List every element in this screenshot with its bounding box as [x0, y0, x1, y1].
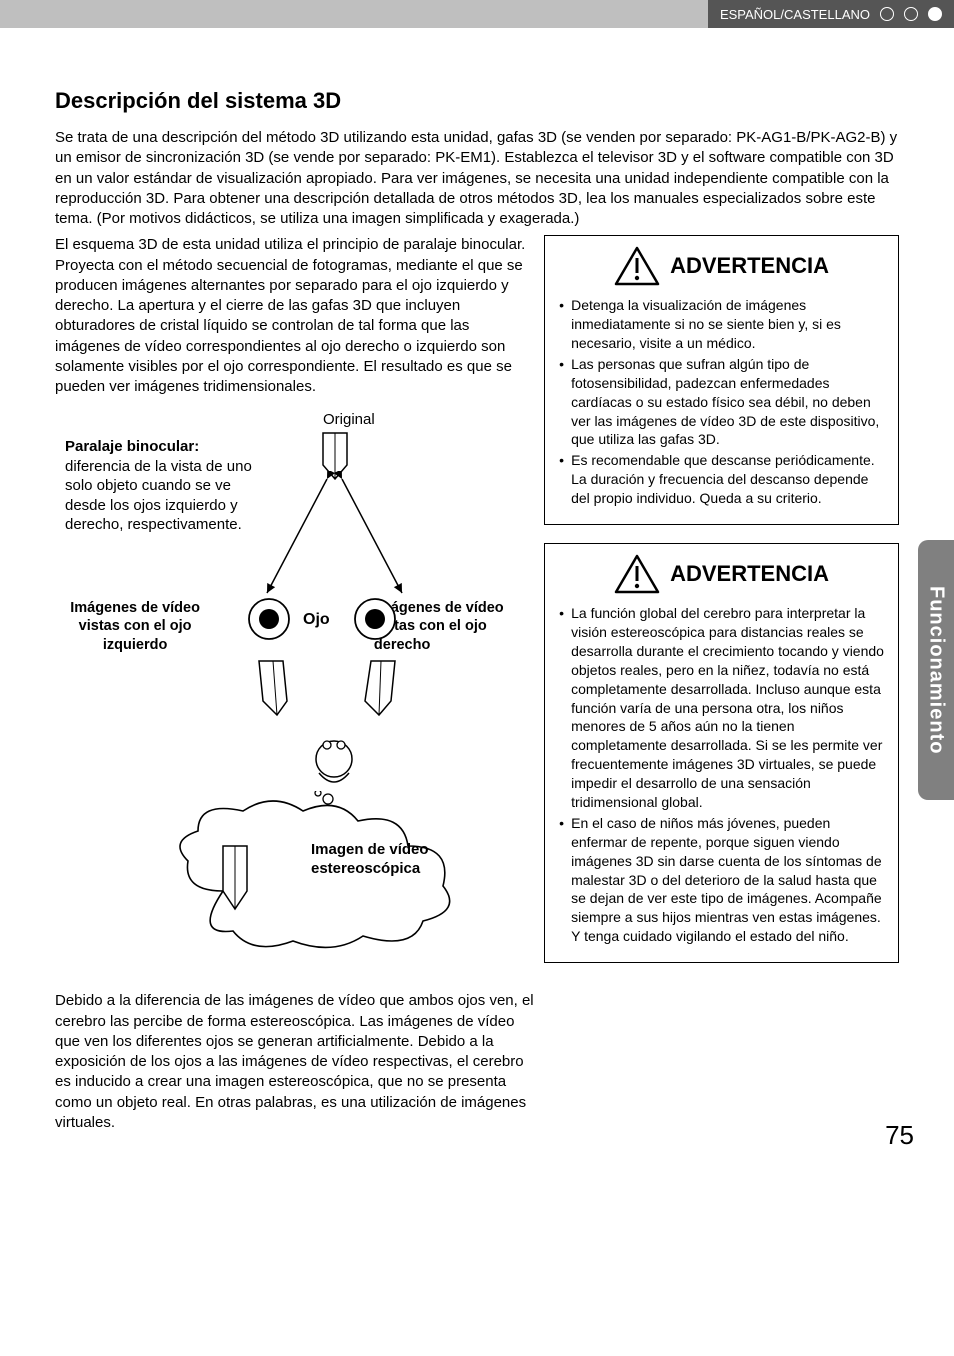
- dot-icon: [880, 7, 894, 21]
- header-lang-label: ESPAÑOL/CASTELLANO: [720, 7, 870, 22]
- warning-item: Las personas que sufran algún tipo de fo…: [557, 355, 886, 449]
- parallax-definition: Paralaje binocular: diferencia de la vis…: [65, 437, 265, 535]
- warning-title: ADVERTENCIA: [670, 253, 829, 279]
- parallax-diagram: Original Paralaje binocular: diferencia …: [55, 411, 534, 971]
- warning-item: En el caso de niños más jóvenes, pueden …: [557, 814, 886, 946]
- warning-title: ADVERTENCIA: [670, 561, 829, 587]
- warning-list: Detenga la visualización de imágenes inm…: [557, 296, 886, 508]
- two-column-layout: El esquema 3D de esta unidad utiliza el …: [55, 235, 899, 1133]
- dot-icon: [928, 7, 942, 21]
- right-column: ADVERTENCIA Detenga la visualización de …: [544, 235, 899, 963]
- header-bar: ESPAÑOL/CASTELLANO: [0, 0, 954, 28]
- warning-icon: [614, 554, 660, 594]
- warning-icon: [614, 246, 660, 286]
- warning-item: Detenga la visualización de imágenes inm…: [557, 296, 886, 353]
- warning-item: Es recomendable que descanse periódicame…: [557, 451, 886, 508]
- page-number: 75: [885, 1120, 914, 1151]
- left-eye-label: Imágenes de vídeo vistas con el ojo izqu…: [55, 599, 215, 653]
- stereo-image-label-text: Imagen de vídeo estereoscópica: [311, 841, 429, 877]
- warning-box-2: ADVERTENCIA La función global del cerebr…: [544, 543, 899, 963]
- dot-icon: [904, 7, 918, 21]
- diagram-label-original: Original: [323, 411, 375, 428]
- left-para-2: Debido a la diferencia de las imágenes d…: [55, 991, 534, 1133]
- stereo-image-label: Imagen de vídeo estereoscópica: [311, 841, 534, 879]
- intro-paragraph: Se trata de una descripción del método 3…: [55, 128, 899, 229]
- projected-boxes-icon: [253, 657, 433, 727]
- header-bar-left: [0, 0, 708, 28]
- header-bar-right: ESPAÑOL/CASTELLANO: [708, 0, 954, 28]
- eyes-icon: [247, 597, 427, 647]
- parallax-def-body: diferencia de la vista de uno solo objet…: [65, 458, 252, 534]
- parallax-def-title: Paralaje binocular:: [65, 438, 199, 455]
- left-para-1: El esquema 3D de esta unidad utiliza el …: [55, 235, 534, 397]
- page-content: Descripción del sistema 3D Se trata de u…: [0, 28, 954, 1163]
- arrows-icon: [247, 471, 427, 601]
- warning-list: La función global del cerebro para inter…: [557, 604, 886, 946]
- warning-item: La función global del cerebro para inter…: [557, 604, 886, 812]
- warning-header: ADVERTENCIA: [557, 246, 886, 286]
- warning-header: ADVERTENCIA: [557, 554, 886, 594]
- section-title: Descripción del sistema 3D: [55, 88, 899, 114]
- left-column: El esquema 3D de esta unidad utiliza el …: [55, 235, 538, 1133]
- warning-box-1: ADVERTENCIA Detenga la visualización de …: [544, 235, 899, 525]
